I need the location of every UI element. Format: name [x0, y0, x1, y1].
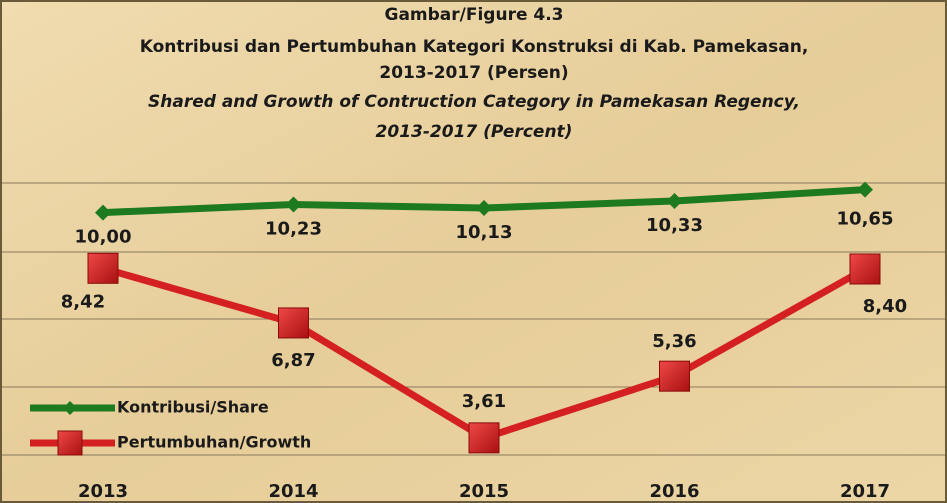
chart-title: 2013-2017 (Persen) [379, 63, 568, 83]
point [278, 307, 309, 339]
x-tick-label: 2014 [268, 481, 318, 502]
data-label: 10,13 [456, 222, 513, 243]
x-tick-label: 2017 [840, 481, 890, 502]
data-label: 10,33 [646, 215, 703, 236]
data-label: 10,65 [837, 209, 894, 230]
data-label: 3,61 [462, 391, 506, 412]
point [666, 192, 683, 209]
legend-label: Pertumbuhan/Growth [117, 433, 311, 452]
x-tick-label: 2013 [78, 481, 128, 502]
data-label: 5,36 [652, 331, 696, 352]
x-tick-label: 2016 [649, 481, 699, 502]
point [87, 252, 119, 284]
point [468, 422, 500, 454]
chart-subtitle: Shared and Growth of Contruction Categor… [148, 92, 800, 112]
chart-title: Gambar/Figure 4.3 [384, 5, 563, 25]
grid [2, 182, 945, 456]
x-tick-label: 2015 [459, 481, 509, 502]
point [659, 360, 690, 392]
legend-marker [57, 430, 83, 456]
data-label: 8,42 [61, 291, 105, 312]
chart-subtitle: 2013-2017 (Percent) [376, 122, 573, 142]
data-label: 8,40 [863, 296, 907, 317]
data-label: 10,23 [265, 218, 322, 239]
point [95, 204, 111, 221]
chart-title: Kontribusi dan Pertumbuhan Kategori Kons… [140, 37, 809, 57]
data-label: 6,87 [271, 350, 315, 371]
point [857, 181, 873, 198]
data-label: 10,00 [75, 227, 132, 248]
point [849, 253, 881, 285]
legend-marker [63, 401, 77, 415]
point [285, 196, 302, 213]
point [476, 200, 492, 217]
legend-label: Kontribusi/Share [117, 398, 269, 417]
